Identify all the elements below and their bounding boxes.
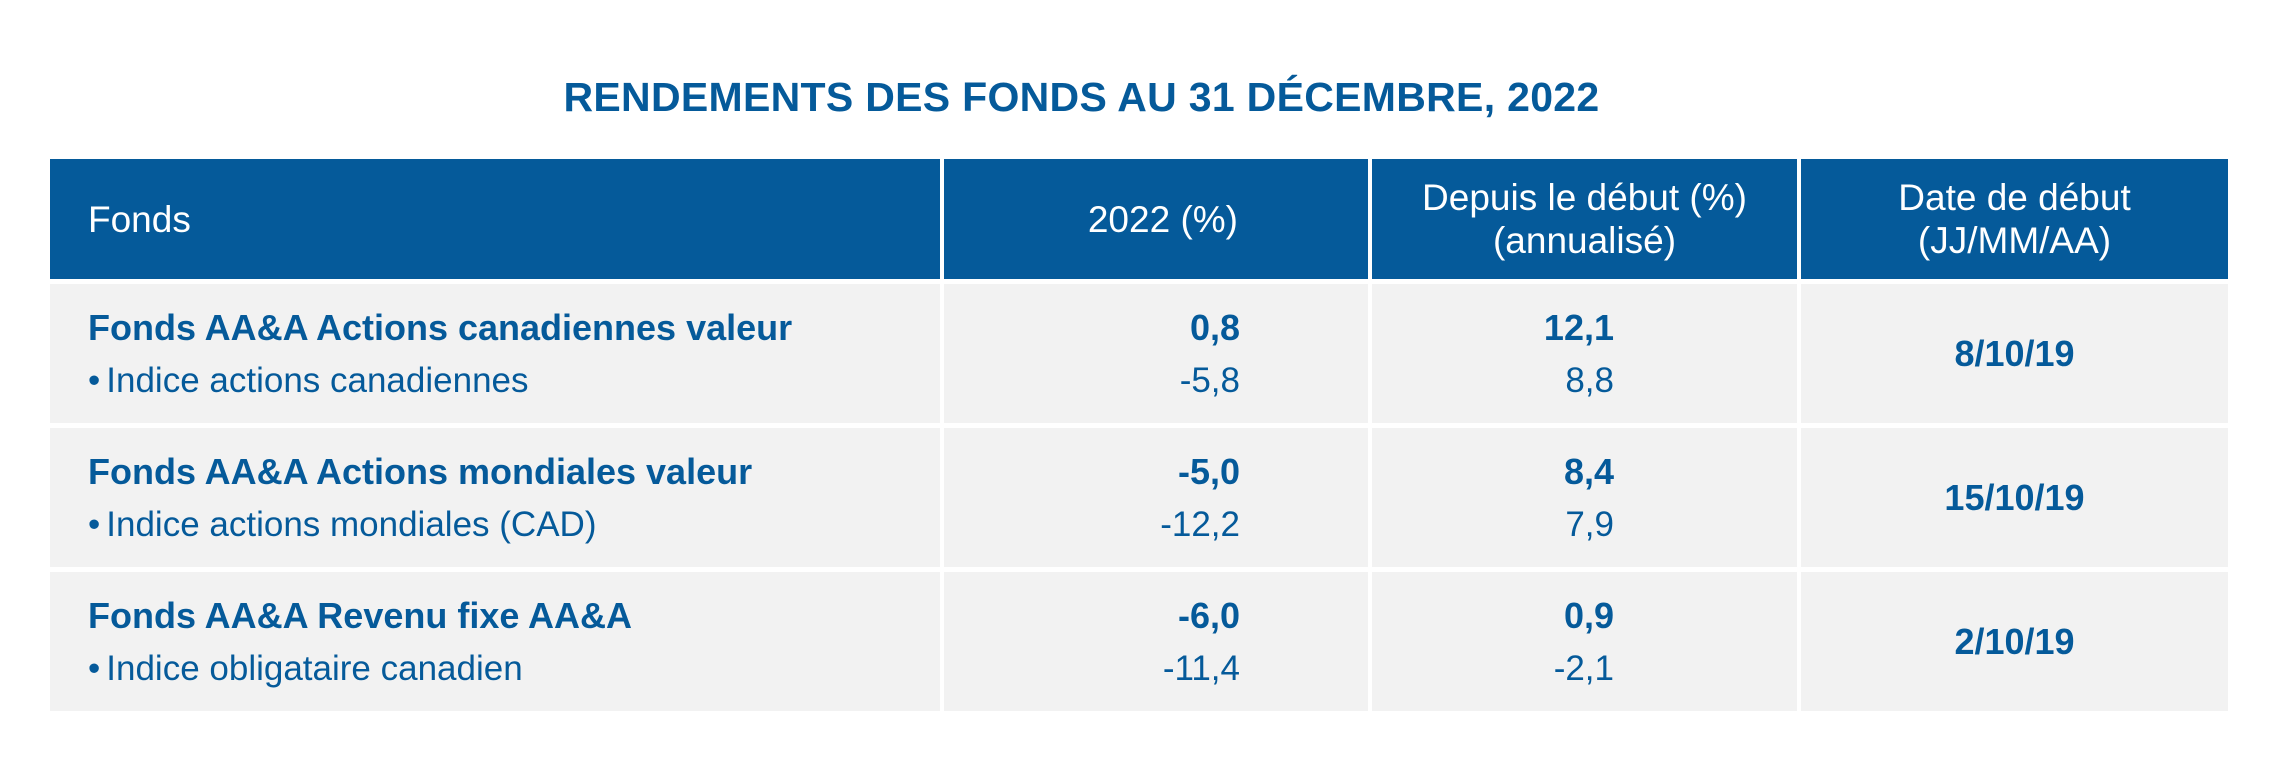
table-row: Fonds AA&A Actions mondiales valeur • Ind… [50, 423, 2228, 570]
index-name: • Indice obligataire canadien [88, 642, 940, 695]
fund-name: Fonds AA&A Actions canadiennes valeur [88, 306, 793, 348]
fund-cell: Fonds AA&A Actions mondiales valeur • Ind… [50, 423, 942, 570]
header-start-date: Date de début (JJ/MM/AA) [1797, 159, 2228, 282]
table-header-row: Fonds 2022 (%) Depuis le début (%) (annu… [50, 159, 2228, 282]
index-name: • Indice actions mondiales (CAD) [88, 498, 940, 551]
fund-cell: Fonds AA&A Revenu fixe AA&A • Indice obli… [50, 567, 942, 711]
bullet-icon: • [88, 360, 101, 400]
start-date-cell: 8/10/19 [1797, 279, 2228, 426]
header-fund: Fonds [50, 159, 942, 282]
header-date-line1: Date de début [1898, 177, 2131, 218]
header-year-label: 2022 (%) [1087, 198, 1238, 240]
bullet-icon: • [88, 648, 101, 688]
fund-since-inception: 0,9 [1563, 594, 1614, 636]
index-year-return: -5,8 [1179, 360, 1240, 400]
since-inception-cell: 0,9 -2,1 [1368, 567, 1799, 711]
bullet-icon: • [88, 504, 101, 544]
fund-returns-table: Fonds 2022 (%) Depuis le début (%) (annu… [50, 159, 2228, 711]
index-since-inception: -2,1 [1553, 648, 1614, 688]
table-row: Fonds AA&A Revenu fixe AA&A • Indice obli… [50, 567, 2228, 711]
index-since-inception: 8,8 [1565, 360, 1614, 400]
since-inception-cell: 8,4 7,9 [1368, 423, 1799, 570]
fund-year-return: 0,8 [1189, 306, 1240, 348]
index-name: • Indice actions canadiennes [88, 354, 940, 407]
index-label: Indice actions mondiales (CAD) [106, 504, 597, 544]
header-since-line2: (annualisé) [1492, 220, 1677, 261]
header-year-return: 2022 (%) [940, 159, 1370, 282]
page-title: RENDEMENTS DES FONDS AU 31 DÉCEMBRE, 202… [563, 74, 1600, 120]
year-return-cell: 0,8 -5,8 [940, 279, 1370, 426]
fund-name: Fonds AA&A Revenu fixe AA&A [88, 594, 633, 636]
year-return-cell: -5,0 -12,2 [940, 423, 1370, 570]
table-row: Fonds AA&A Actions canadiennes valeur • I… [50, 279, 2228, 426]
index-label: Indice actions canadiennes [106, 360, 529, 400]
header-fund-label: Fonds [88, 198, 191, 240]
fund-cell: Fonds AA&A Actions canadiennes valeur • I… [50, 279, 942, 426]
index-label: Indice obligataire canadien [106, 648, 523, 688]
fund-name: Fonds AA&A Actions mondiales valeur [88, 450, 753, 492]
header-date-line2: (JJ/MM/AA) [1917, 220, 2112, 261]
header-since-inception: Depuis le début (%) (annualisé) [1368, 159, 1799, 282]
year-return-cell: -6,0 -11,4 [940, 567, 1370, 711]
index-year-return: -12,2 [1160, 504, 1240, 544]
header-since-line1: Depuis le début (%) [1422, 177, 1747, 218]
fund-year-return: -5,0 [1177, 450, 1240, 492]
index-year-return: -11,4 [1162, 648, 1240, 688]
fund-since-inception: 12,1 [1543, 306, 1614, 348]
index-since-inception: 7,9 [1565, 504, 1614, 544]
since-inception-cell: 12,1 8,8 [1368, 279, 1799, 426]
fund-year-return: -6,0 [1177, 594, 1240, 636]
start-date-cell: 2/10/19 [1797, 567, 2228, 711]
fund-since-inception: 8,4 [1563, 450, 1614, 492]
start-date-cell: 15/10/19 [1797, 423, 2228, 570]
